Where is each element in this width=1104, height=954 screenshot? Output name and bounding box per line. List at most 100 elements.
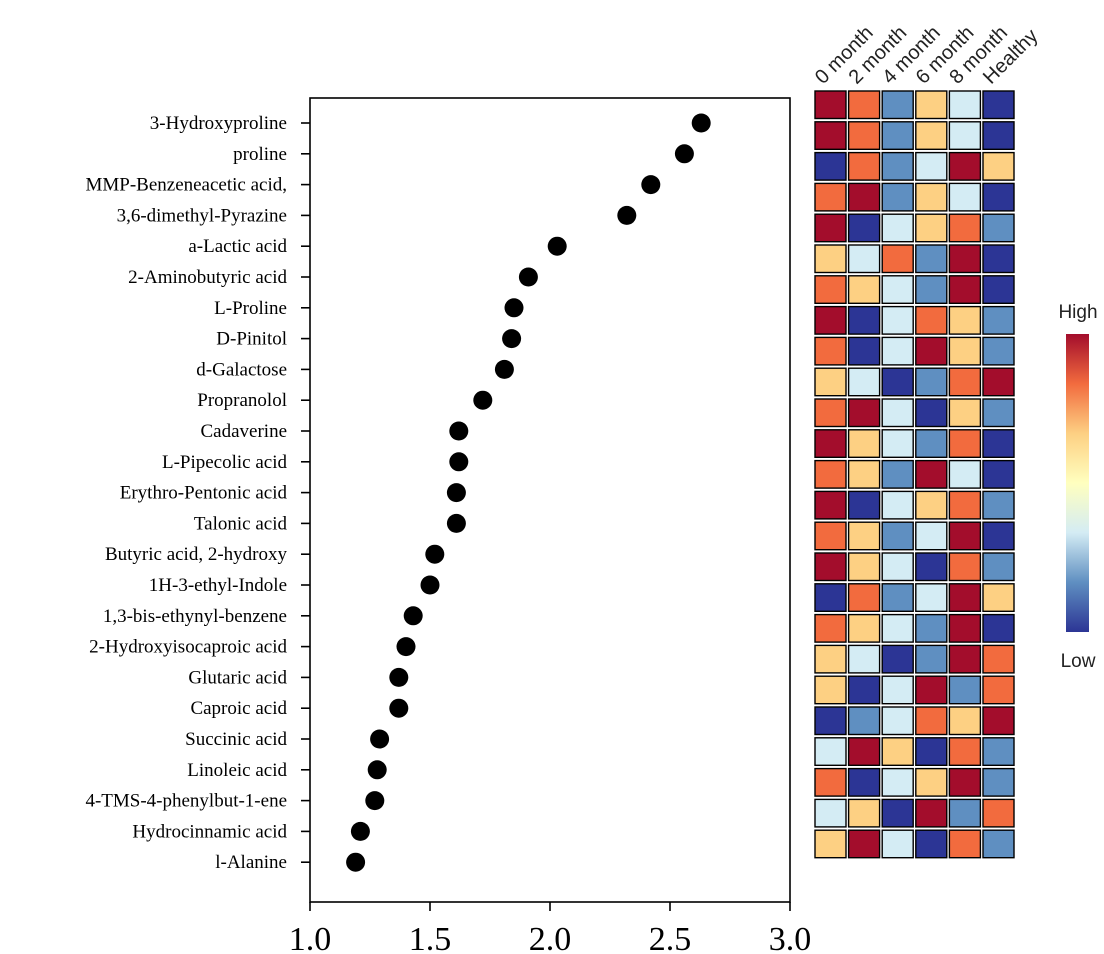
heatmap-cell	[948, 644, 982, 674]
heatmap-cell	[881, 305, 914, 335]
heatmap-cell	[982, 182, 1015, 212]
data-point	[346, 852, 366, 872]
y-axis-label: Cadaverine	[200, 421, 287, 442]
data-point	[518, 267, 538, 287]
heatmap-cell	[948, 90, 982, 120]
heatmap-cell	[847, 182, 881, 212]
heatmap-cell	[847, 706, 881, 736]
heatmap-cell	[915, 90, 948, 120]
heatmap-cell	[982, 490, 1015, 520]
heatmap-cell	[982, 90, 1015, 120]
data-point	[370, 729, 390, 749]
data-point	[449, 421, 469, 441]
plot-frame	[309, 97, 791, 903]
dot-plot: 1.0 1.5 2.0 2.5 3.0 3-Hydroxyproline proline M…	[85, 97, 811, 954]
heatmap-cell	[915, 737, 948, 766]
heatmap-cell	[948, 429, 982, 458]
y-axis-label: 2-Hydroxyisocaproic acid	[89, 637, 287, 658]
heatmap-cell	[915, 829, 948, 859]
y-axis-label: 4-TMS-4-phenylbut-1-ene	[85, 791, 287, 812]
heatmap-cell	[847, 305, 881, 335]
heatmap-cell	[881, 213, 914, 243]
heatmap-cell	[948, 459, 982, 489]
data-point	[396, 637, 416, 657]
heatmap-cell	[881, 583, 914, 612]
heatmap-cell	[982, 398, 1015, 428]
heatmap-cell	[982, 521, 1015, 551]
heatmap-cell	[915, 182, 948, 212]
heatmap-cell	[915, 644, 948, 674]
y-axis-label: proline	[233, 144, 287, 165]
heatmap-cell	[814, 367, 847, 397]
y-axis-label: Propranolol	[197, 390, 287, 411]
heatmap-cell	[948, 213, 982, 243]
heatmap-cell	[915, 213, 948, 243]
heatmap-cell	[915, 305, 948, 335]
data-point	[403, 606, 423, 626]
heatmap-cell	[948, 737, 982, 766]
x-tick-label: 2.5	[649, 921, 692, 954]
heatmap-cell	[814, 675, 847, 705]
data-point	[502, 329, 522, 349]
heatmap-cell	[814, 706, 847, 736]
y-axis-labels: 3-Hydroxyproline proline MMP-Benzeneacetic…	[85, 113, 287, 873]
heatmap-cell	[814, 182, 847, 212]
heatmap-cell	[915, 521, 948, 551]
data-point	[365, 791, 385, 811]
heatmap-cell	[948, 490, 982, 520]
heatmap-cell	[847, 490, 881, 520]
heatmap-cell	[847, 644, 881, 674]
heatmap-cell	[814, 767, 847, 797]
heatmap-cell	[915, 798, 948, 828]
heatmap-cell	[814, 829, 847, 859]
heatmap-cell	[814, 490, 847, 520]
heatmap-cell	[948, 798, 982, 828]
y-axis-label: 3-Hydroxyproline	[150, 113, 287, 134]
data-point	[446, 513, 466, 533]
heatmap-cell	[881, 737, 914, 766]
heatmap-cell	[915, 459, 948, 489]
heatmap-cell	[982, 613, 1015, 643]
y-axis-label: 2-Aminobutyric acid	[128, 267, 287, 288]
heatmap-cell	[982, 829, 1015, 859]
y-axis-label: MMP-Benzeneacetic acid,	[85, 175, 287, 196]
heatmap-cell	[982, 767, 1015, 797]
heatmap-cell	[881, 367, 914, 397]
heatmap-cell	[881, 90, 914, 120]
data-point	[473, 390, 493, 410]
colorbar-high-label: High	[1058, 302, 1097, 323]
heatmap-cell	[814, 121, 847, 151]
heatmap-cell	[982, 552, 1015, 582]
heatmap-cell	[847, 552, 881, 582]
heatmap-cell	[881, 429, 914, 458]
colorbar-low-label: Low	[1061, 651, 1096, 672]
y-axis-label: Erythro-Pentonic acid	[120, 483, 288, 504]
heatmap-cell	[881, 336, 914, 366]
heatmap-cell	[982, 336, 1015, 366]
heatmap-cell	[847, 244, 881, 274]
heatmap-cell	[948, 305, 982, 335]
heatmap-cell	[881, 398, 914, 428]
y-axis-label: Linoleic acid	[187, 760, 287, 781]
heatmap-cell	[948, 583, 982, 612]
data-points	[346, 113, 711, 872]
x-tick-label: 1.5	[409, 921, 452, 954]
heatmap-cell	[847, 521, 881, 551]
heatmap-cell	[948, 706, 982, 736]
data-point	[350, 821, 370, 841]
heatmap-cell	[814, 398, 847, 428]
heatmap-cell	[915, 552, 948, 582]
heatmap-cell	[847, 90, 881, 120]
heatmap-cell	[915, 767, 948, 797]
data-point	[641, 175, 661, 195]
heatmap-cell	[915, 490, 948, 520]
heatmap-cell	[847, 613, 881, 643]
heatmap-cell	[915, 706, 948, 736]
heatmap-cell	[814, 583, 847, 612]
y-axis-label: a-Lactic acid	[188, 236, 287, 257]
heatmap-cell	[915, 275, 948, 304]
heatmap-cell	[982, 275, 1015, 304]
heatmap-cell	[847, 429, 881, 458]
